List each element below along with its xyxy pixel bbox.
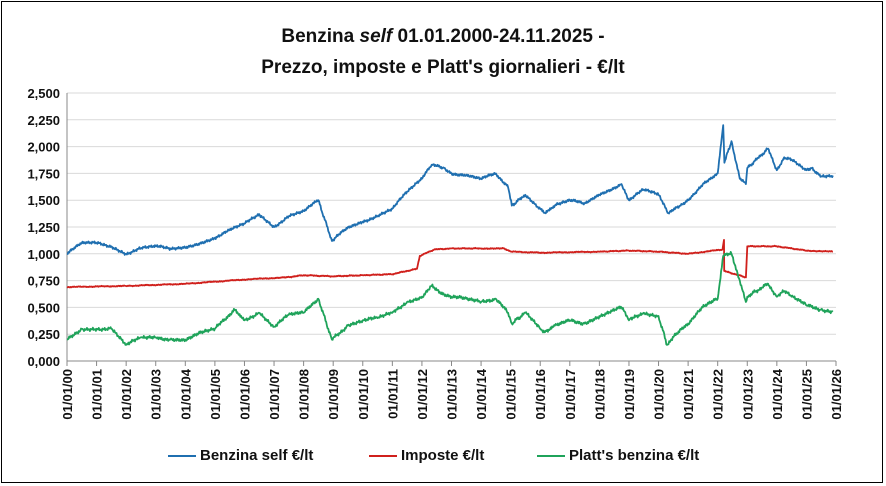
x-tick-label: 01/01/17	[563, 369, 578, 420]
x-tick-label: 01/01/04	[178, 368, 193, 419]
series-lines	[66, 124, 834, 346]
x-tick-label: 01/01/16	[533, 369, 548, 420]
legend-label-platts: Platt's benzina €/lt	[569, 447, 700, 464]
title-part-3: 01.01.2000-24.11.2025 -	[392, 26, 605, 47]
x-tick-label: 01/01/26	[829, 369, 844, 420]
y-tick-label: 2,500	[27, 86, 60, 101]
x-tick-label: 01/01/02	[119, 369, 134, 420]
x-tick-label: 01/01/07	[267, 369, 282, 420]
x-tick-label: 01/01/05	[208, 369, 223, 420]
x-tick-label: 01/01/11	[385, 369, 400, 419]
x-tick-label: 01/01/25	[799, 369, 814, 420]
y-tick-label: 0,250	[27, 327, 60, 342]
x-tick-label: 01/01/23	[740, 369, 755, 420]
x-tick-label: 01/01/20	[652, 369, 667, 420]
x-tick-label: 01/01/14	[474, 368, 489, 419]
legend-swatch-imposte	[369, 454, 397, 457]
y-tick-label: 1,500	[27, 193, 60, 208]
series-line-1	[66, 238, 834, 289]
axes: 0,000 0,250 0,500 0,750 1,000 1,250 1,500 1,750…	[27, 86, 844, 420]
legend-item-platts: Platt's benzina €/lt	[537, 447, 699, 464]
x-tick-label: 01/01/06	[237, 369, 252, 420]
chart-title-line-2: Prezzo, imposte e Platt's giornalieri - …	[261, 57, 625, 78]
x-tick-label: 01/01/18	[592, 369, 607, 420]
x-tick-label: 01/01/24	[770, 368, 785, 419]
x-tick-label: 01/01/22	[711, 369, 726, 420]
x-tick-label: 01/01/12	[415, 369, 430, 420]
x-tick-label: 01/01/08	[297, 369, 312, 420]
x-tick-label: 01/01/03	[149, 369, 164, 420]
legend-label-benzina: Benzina self €/lt	[200, 447, 314, 464]
y-tick-label: 0,500	[27, 300, 60, 315]
x-tick-label: 01/01/00	[60, 369, 75, 420]
chart-title-line-1: Benzina self 01.01.2000-24.11.2025 -	[0, 26, 886, 48]
x-tick-label: 01/01/15	[504, 369, 519, 420]
legend-item-benzina: Benzina self €/lt	[168, 447, 313, 464]
legend: Benzina self €/lt Imposte €/lt Platt's b…	[0, 447, 886, 469]
y-tick-label: 2,250	[27, 113, 60, 128]
legend-label-imposte: Imposte €/lt	[401, 447, 485, 464]
y-tick-label: 2,000	[27, 140, 60, 155]
y-tick-label: 0,750	[27, 274, 60, 289]
y-tick-label: 1,000	[27, 247, 60, 262]
y-tick-label: 1,750	[27, 166, 60, 181]
legend-swatch-platts	[537, 454, 565, 457]
x-tick-label: 01/01/01	[90, 369, 105, 420]
legend-swatch-benzina	[168, 454, 196, 457]
title-part-1: Benzina	[281, 26, 360, 47]
x-tick-label: 01/01/13	[445, 369, 460, 420]
series-line-2	[66, 250, 834, 346]
x-tick-label: 01/01/10	[356, 369, 371, 420]
legend-item-imposte: Imposte €/lt	[369, 447, 484, 464]
x-tick-label: 01/01/21	[681, 369, 696, 420]
y-tick-label: 0,000	[27, 354, 60, 369]
x-tick-label: 01/01/19	[622, 369, 637, 420]
series-line-0	[66, 124, 834, 256]
title-part-italic: self	[359, 26, 393, 47]
x-tick-label: 01/01/09	[326, 369, 341, 420]
y-tick-label: 1,250	[27, 220, 60, 235]
